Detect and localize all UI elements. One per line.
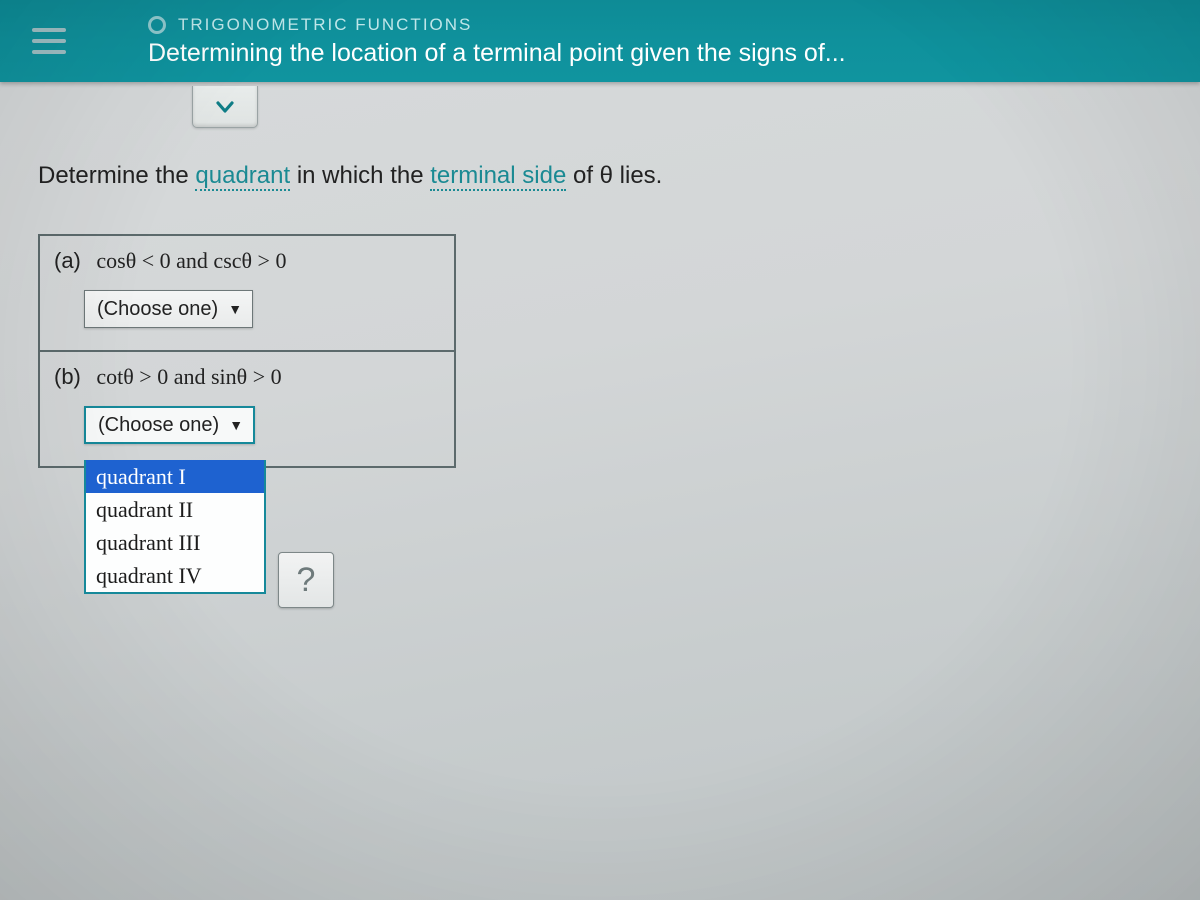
part-b-select[interactable]: (Choose one) ▼ — [84, 406, 255, 444]
keyword-terminal-side[interactable]: terminal side — [430, 162, 566, 191]
part-a-tag: (a) — [54, 248, 81, 273]
section-ring-icon — [148, 16, 166, 34]
part-a-select[interactable]: (Choose one) ▼ — [84, 290, 253, 328]
header-bar: TRIGONOMETRIC FUNCTIONS Determining the … — [0, 0, 1200, 82]
lesson-title: Determining the location of a terminal p… — [148, 39, 846, 68]
part-b-tag: (b) — [54, 364, 81, 389]
option-quadrant-3[interactable]: quadrant III — [86, 526, 264, 559]
prompt-post: of θ lies. — [566, 162, 662, 189]
part-b-label: (b) cotθ > 0 and sinθ > 0 — [54, 364, 442, 390]
option-quadrant-4[interactable]: quadrant IV — [86, 559, 264, 592]
option-quadrant-1[interactable]: quadrant I — [86, 460, 264, 493]
part-b-row: (b) cotθ > 0 and sinθ > 0 (Choose one) ▼… — [40, 352, 454, 466]
part-b-select-label: (Choose one) — [98, 414, 219, 437]
problem-box: (a) cosθ < 0 and cscθ > 0 (Choose one) ▼… — [38, 234, 456, 468]
option-quadrant-2[interactable]: quadrant II — [86, 493, 264, 526]
dropdown-triangle-icon: ▼ — [229, 417, 243, 433]
section-title: TRIGONOMETRIC FUNCTIONS — [178, 15, 472, 35]
help-button[interactable]: ? — [278, 552, 334, 608]
part-a-select-label: (Choose one) — [97, 298, 218, 321]
menu-icon[interactable] — [32, 18, 78, 64]
question-prompt: Determine the quadrant in which the term… — [38, 162, 1200, 190]
keyword-quadrant[interactable]: quadrant — [195, 162, 290, 191]
prompt-pre: Determine the — [38, 162, 195, 189]
part-b-dropdown: quadrant I quadrant II quadrant III quad… — [84, 460, 266, 594]
help-label: ? — [297, 561, 316, 600]
part-a-label: (a) cosθ < 0 and cscθ > 0 — [54, 248, 442, 274]
part-a-row: (a) cosθ < 0 and cscθ > 0 (Choose one) ▼ — [40, 236, 454, 352]
content-area: Determine the quadrant in which the term… — [0, 82, 1200, 468]
part-b-expression: cotθ > 0 and sinθ > 0 — [96, 364, 281, 389]
dropdown-triangle-icon: ▼ — [228, 301, 242, 317]
header-text: TRIGONOMETRIC FUNCTIONS Determining the … — [148, 15, 846, 68]
prompt-mid: in which the — [290, 162, 430, 189]
part-a-expression: cosθ < 0 and cscθ > 0 — [96, 248, 286, 273]
